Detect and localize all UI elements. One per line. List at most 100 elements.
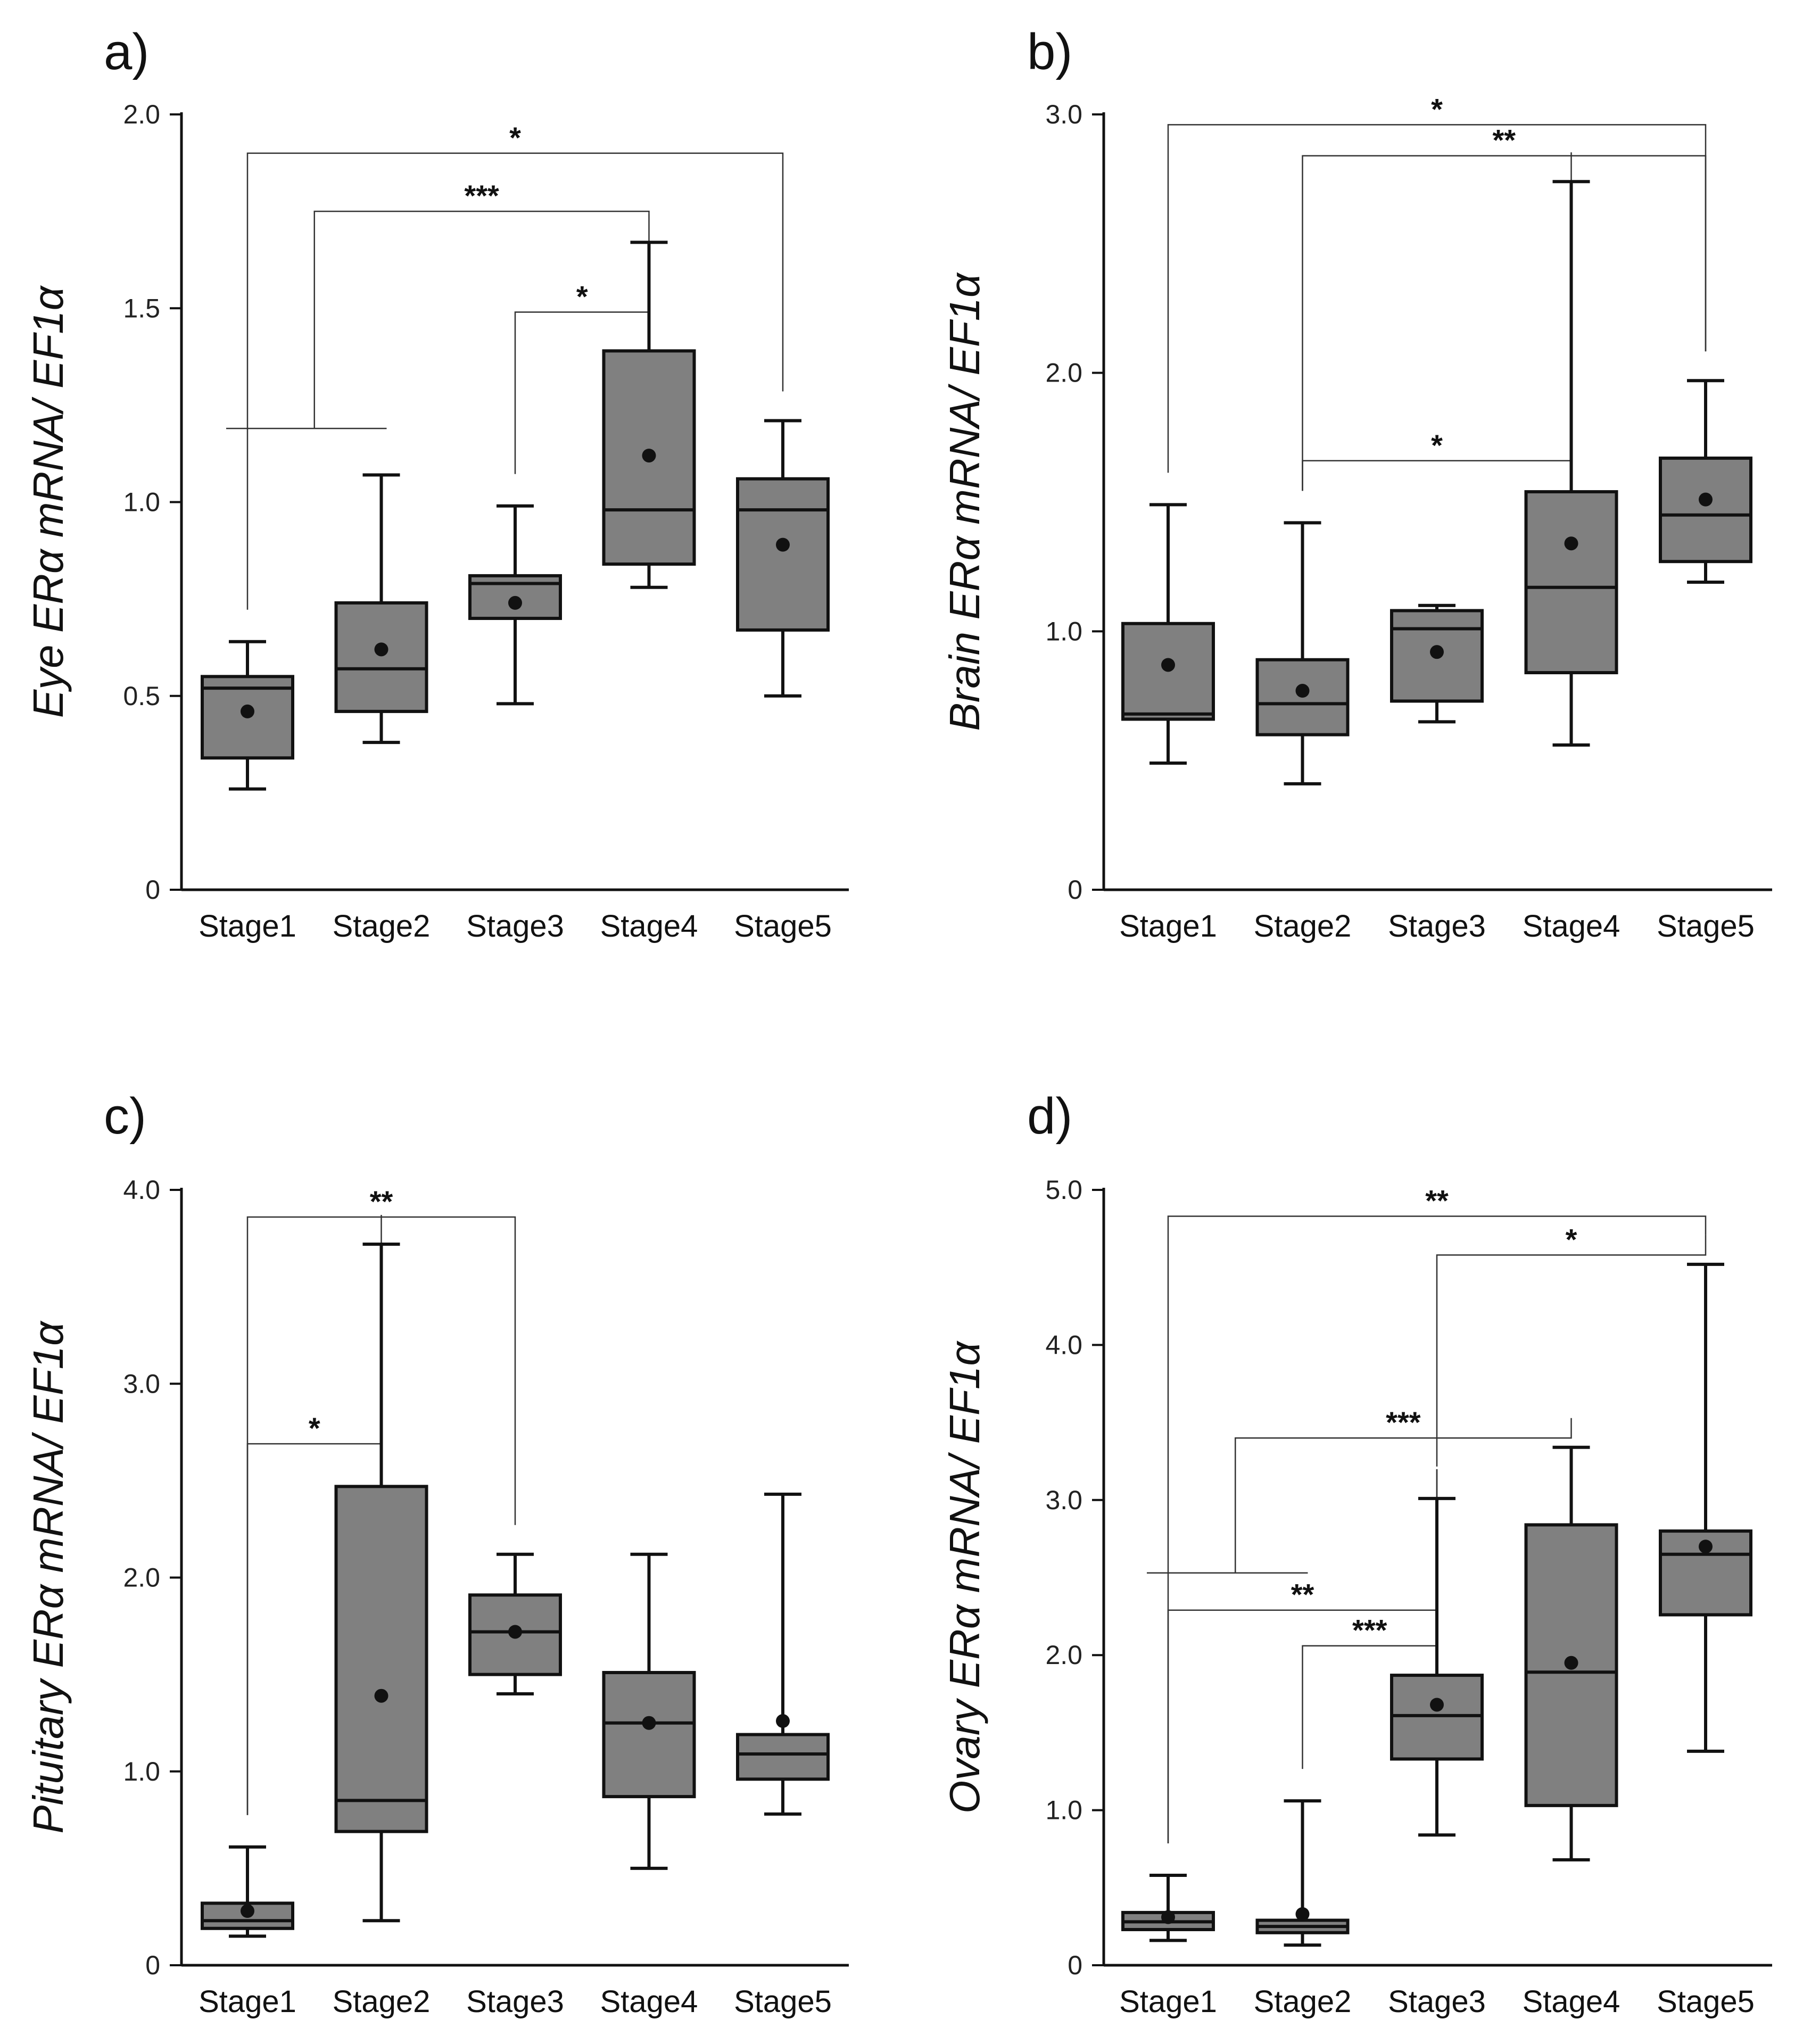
box-stage3 [468, 1552, 562, 1696]
mean-marker [374, 1689, 388, 1703]
significance-label: ** [370, 1185, 393, 1218]
x-tick-label: Stage4 [600, 909, 698, 944]
y-tick-label: 3.0 [1045, 100, 1082, 129]
y-tick-label: 1.0 [123, 487, 160, 517]
y-tick-label: 1.0 [1045, 616, 1082, 646]
panel-d: d) 0 1.0 2.0 3.0 4.0 5.0 Stage1 Stage2 Stage3 Sta… [941, 1088, 1772, 2019]
mean-marker [1295, 684, 1310, 698]
box-stage2 [334, 1242, 428, 1923]
significance-label: *** [1352, 1613, 1387, 1647]
axes: 0 1.0 2.0 3.0 4.0 Stage1 Stage2 Stage3 Stage4 Sta… [123, 1175, 849, 2019]
box-stage1 [1121, 503, 1215, 765]
box-stage2 [334, 473, 428, 744]
box-stage3 [1390, 603, 1484, 724]
significance-bracket [1167, 124, 1707, 473]
x-tick-label: Stage2 [333, 909, 431, 944]
x-tick-label: Stage3 [466, 1984, 564, 2019]
box-stage2 [1255, 1799, 1350, 1947]
y-axis-label: Ovary ERα mRNA/ EF1α [941, 1340, 988, 1814]
significance-bracket [246, 152, 784, 610]
box-stage5 [1659, 1262, 1752, 1753]
y-tick-label: 0 [145, 875, 160, 905]
mean-marker [374, 642, 388, 657]
y-axis-label: Pituitary ERα mRNA/ EF1α [24, 1320, 72, 1834]
box-stage5 [736, 419, 830, 698]
y-tick-label: 3.0 [123, 1369, 160, 1398]
mean-marker [776, 1714, 790, 1728]
significance-bracket [1167, 1215, 1707, 1843]
mean-marker [1161, 658, 1175, 672]
x-tick-label: Stage1 [1119, 909, 1217, 944]
iqr-box [1659, 456, 1752, 564]
box-stage4 [1524, 1445, 1618, 1861]
mean-marker [776, 537, 790, 552]
iqr-box [602, 1670, 696, 1799]
mean-marker [642, 449, 656, 463]
significance-label: * [1431, 428, 1443, 462]
box-stage5 [1659, 379, 1752, 584]
box-stage2 [1255, 521, 1350, 785]
iqr-box [1524, 490, 1618, 675]
x-tick-label: Stage5 [734, 1984, 832, 2019]
x-tick-label: Stage3 [1388, 1984, 1486, 2019]
box-stage4 [602, 241, 696, 589]
significance-bracket [1235, 1418, 1572, 1573]
box-stage1 [201, 1845, 294, 1938]
significance-brackets: ***** [226, 121, 784, 610]
box-series [1121, 1262, 1752, 1947]
box-series [201, 241, 830, 791]
significance-brackets: **** [1167, 92, 1707, 491]
box-stage1 [1121, 1873, 1215, 1942]
y-tick-label: 2.0 [123, 1563, 160, 1593]
mean-marker [1295, 1907, 1310, 1921]
panel-label: b) [1027, 23, 1072, 80]
y-tick-label: 0.5 [123, 681, 160, 711]
x-tick-label: Stage1 [1119, 1984, 1217, 2019]
y-tick-label: 1.0 [123, 1757, 160, 1786]
significance-bracket [1302, 155, 1707, 491]
mean-marker [508, 595, 522, 610]
x-tick-label: Stage3 [1388, 909, 1486, 944]
significance-label: ** [1492, 123, 1516, 157]
x-tick-label: Stage1 [199, 1984, 296, 2019]
iqr-box [334, 1485, 428, 1833]
y-tick-label: 5.0 [1045, 1175, 1082, 1205]
box-stage3 [1390, 1496, 1484, 1837]
significance-label: ** [1291, 1578, 1314, 1611]
box-stage5 [736, 1492, 830, 1816]
iqr-box [334, 601, 428, 713]
iqr-box [736, 477, 830, 632]
axes: 0 1.0 2.0 3.0 Stage1 Stage2 Stage3 Stage4 Stage5 [1045, 100, 1772, 944]
y-tick-label: 0 [145, 1950, 160, 1980]
x-tick-label: Stage4 [600, 1984, 698, 2019]
y-tick-label: 2.0 [1045, 1640, 1082, 1670]
mean-marker [1161, 1910, 1175, 1924]
x-tick-label: Stage5 [734, 909, 832, 944]
axes: 0 0.5 1.0 1.5 2.0 Stage1 Stage2 Stage3 Stage4 Sta… [123, 100, 849, 944]
mean-marker [508, 1625, 522, 1639]
mean-marker [642, 1716, 656, 1730]
panel-a: a) 0 0.5 1.0 1.5 2.0 Stage1 Stage2 Stage3 Stage4… [24, 23, 849, 944]
significance-brackets: *********** [1147, 1184, 1707, 1843]
significance-label: *** [1386, 1405, 1421, 1439]
x-tick-label: Stage4 [1523, 1984, 1620, 2019]
box-series [1121, 180, 1752, 785]
x-tick-label: Stage2 [1254, 1984, 1352, 2019]
box-series [201, 1242, 830, 1938]
x-tick-label: Stage5 [1657, 1984, 1755, 2019]
y-axis-label: Brain ERα mRNA/ EF1α [941, 272, 988, 731]
box-stage1 [201, 640, 294, 791]
mean-marker [1430, 1698, 1444, 1712]
y-tick-label: 2.0 [123, 100, 160, 129]
significance-bracket [313, 210, 650, 429]
significance-bracket [1436, 1235, 1707, 1467]
x-tick-label: Stage3 [466, 909, 564, 944]
y-tick-label: 1.5 [123, 293, 160, 323]
y-tick-label: 2.0 [1045, 358, 1082, 388]
y-axis-label: Eye ERα mRNA/ EF1α [24, 285, 72, 718]
significance-label: * [1431, 92, 1443, 126]
mean-marker [1430, 645, 1444, 659]
significance-label: * [1566, 1222, 1577, 1256]
x-tick-label: Stage5 [1657, 909, 1755, 944]
